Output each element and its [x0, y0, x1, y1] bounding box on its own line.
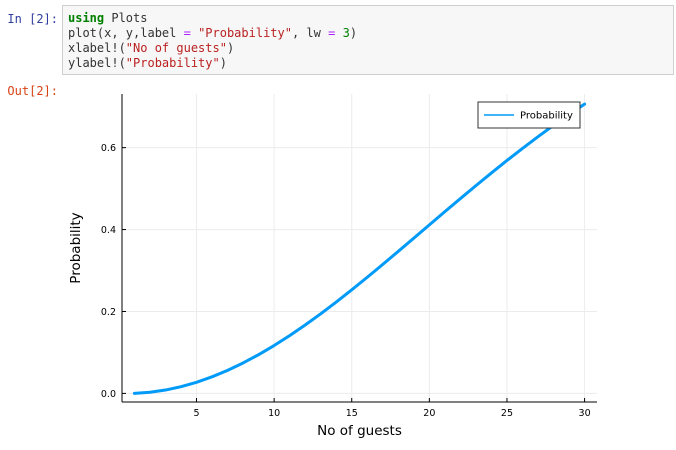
input-prompt: In [2]:: [7, 12, 58, 26]
code-line: using Plots: [68, 11, 673, 26]
y-axis-label: Probability: [68, 212, 84, 283]
x-axis-label: No of guests: [317, 423, 402, 439]
code-token: ): [226, 41, 235, 55]
code-token: using: [68, 11, 105, 25]
code-line: xlabel!("No of guests"): [68, 41, 673, 56]
code-token: "Probability": [198, 26, 292, 40]
x-tick-label: 25: [501, 408, 513, 419]
code-token: Plots: [104, 11, 148, 25]
code-token: =: [328, 26, 336, 40]
line-chart: 5 10 15 20 25 30 0.0 0.2 0.4 0.6 No of guests Pro…: [68, 94, 597, 439]
y-tick-label: 0.6: [101, 143, 116, 154]
y-tick-label: 0.2: [101, 307, 116, 318]
code-cell[interactable]: using Plots plot(x, y,label = "Probabilit…: [62, 5, 674, 75]
code-token: ylabel!(: [68, 56, 126, 70]
code-token: plot(x, y,label: [68, 26, 184, 40]
x-tick-label: 10: [268, 408, 280, 419]
code-token: , lw: [291, 26, 329, 40]
code-token: xlabel!(: [68, 41, 126, 55]
x-tick-label: 30: [579, 408, 591, 419]
code-token: 3: [342, 26, 350, 40]
series-layer: [132, 102, 587, 395]
y-tick-label: 0.0: [101, 389, 116, 400]
code-token: [335, 26, 342, 40]
legend-label: Probability: [520, 111, 573, 122]
y-tick-label: 0.4: [101, 225, 116, 236]
code-token: =: [183, 26, 191, 40]
code-line: plot(x, y,label = "Probability", lw = 3): [68, 26, 673, 41]
x-tick-label: 5: [193, 408, 199, 419]
code-token: "Probability": [125, 56, 220, 70]
x-tick-label: 20: [423, 408, 435, 419]
x-tick-label: 15: [346, 408, 358, 419]
code-token: "No of guests": [125, 41, 227, 55]
code-token: [191, 26, 198, 40]
code-token: ): [349, 26, 358, 40]
code-token: ): [219, 56, 227, 70]
series-line-probability: [132, 102, 587, 395]
legend: Probability: [477, 101, 581, 129]
output-prompt: Out[2]:: [7, 84, 58, 98]
axes: [121, 94, 597, 403]
code-line: ylabel!("Probability"): [68, 56, 673, 71]
output-area: 5 10 15 20 25 30 0.0 0.2 0.4 0.6 No of guests Pro…: [62, 84, 602, 446]
tick-labels: 5 10 15 20 25 30 0.0 0.2 0.4 0.6: [101, 143, 591, 419]
grid: [122, 94, 597, 402]
